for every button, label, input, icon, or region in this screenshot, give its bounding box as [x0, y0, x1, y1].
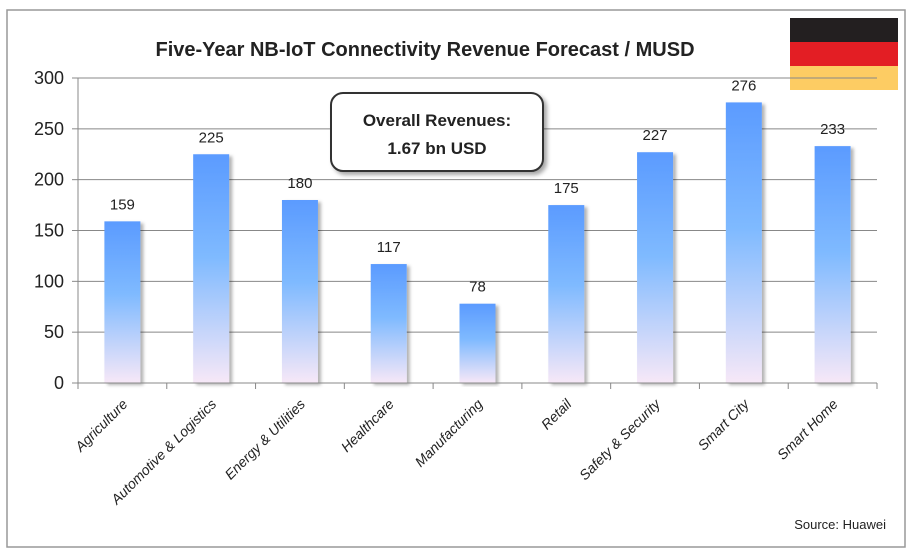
y-tick-label: 100: [34, 271, 64, 291]
y-tick-label: 200: [34, 170, 64, 190]
annotation-line1: Overall Revenues:: [363, 111, 511, 130]
annotation-line2: 1.67 bn USD: [387, 139, 486, 158]
germany-flag: [790, 18, 898, 90]
bar: [193, 154, 230, 383]
bar: [548, 205, 585, 383]
data-label: 159: [110, 196, 135, 213]
annotation-box: [330, 92, 544, 172]
data-label: 175: [554, 180, 579, 197]
data-label: 233: [820, 121, 845, 138]
data-label: 117: [377, 239, 401, 256]
data-label: 180: [287, 175, 312, 192]
y-tick-label: 0: [54, 373, 64, 393]
bar: [459, 303, 496, 383]
source-note: Source: Huawei: [794, 517, 886, 532]
y-tick-label: 50: [44, 322, 64, 342]
bar: [725, 102, 762, 384]
bar: [814, 146, 851, 383]
bar: [370, 264, 407, 383]
data-label: 227: [643, 127, 668, 144]
bar: [104, 221, 141, 383]
y-tick-label: 150: [34, 221, 64, 241]
overall-revenue-annotation: Overall Revenues: 1.67 bn USD: [330, 92, 544, 172]
bar: [637, 152, 674, 383]
data-label: 225: [199, 129, 224, 146]
data-label: 276: [731, 77, 756, 94]
data-label: 78: [469, 279, 486, 296]
y-tick-label: 250: [34, 119, 64, 139]
y-tick-label: 300: [34, 68, 64, 88]
bar: [281, 200, 318, 383]
flag-stripe: [790, 42, 898, 66]
chart-title: Five-Year NB-IoT Connectivity Revenue Fo…: [155, 39, 694, 61]
flag-stripe: [790, 18, 898, 42]
